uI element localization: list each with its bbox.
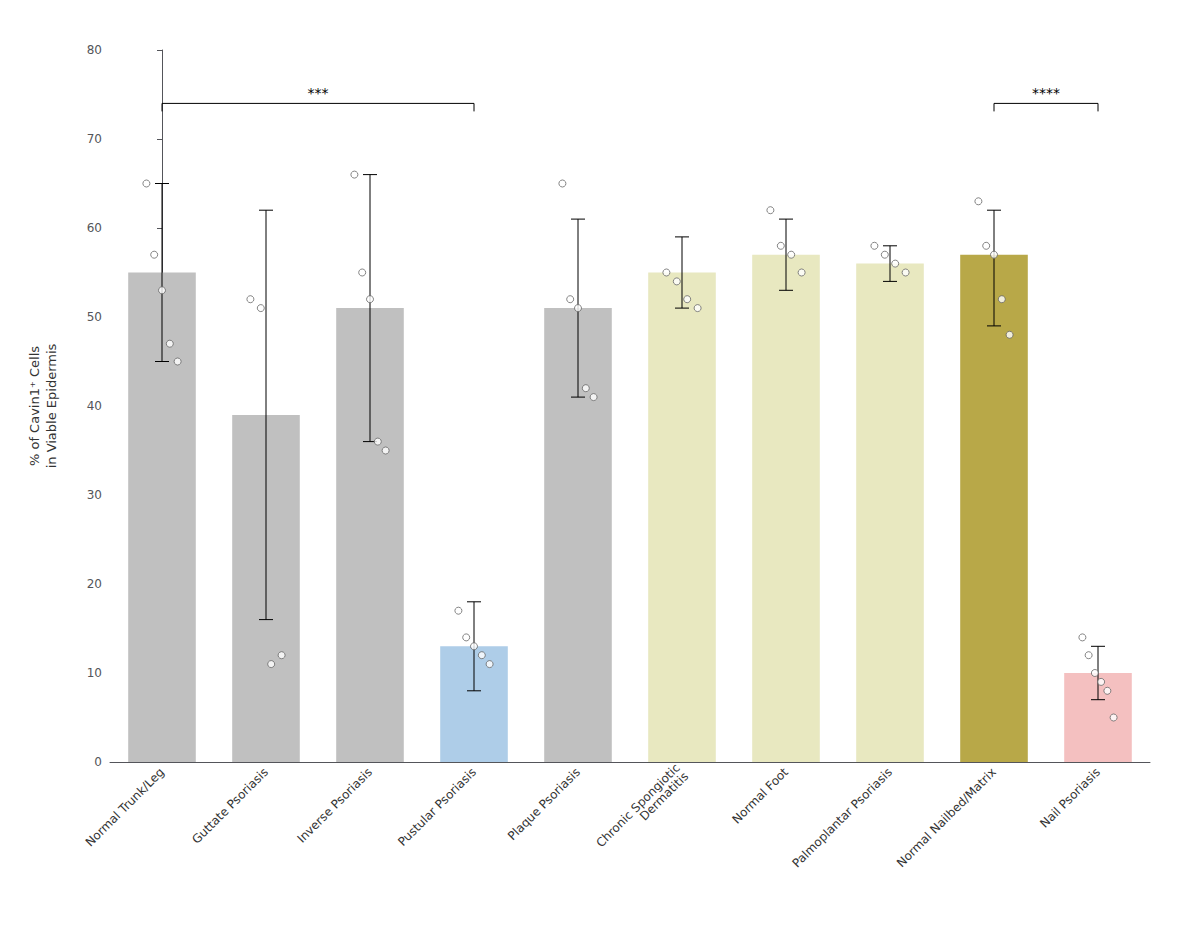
svg-text:0: 0 <box>94 755 102 769</box>
svg-text:70: 70 <box>87 132 102 146</box>
svg-text:20: 20 <box>87 577 102 591</box>
svg-text:Pustular Psoriasis: Pustular Psoriasis <box>395 765 479 849</box>
svg-text:% of Cavin1⁺ Cells: % of Cavin1⁺ Cells <box>27 346 42 466</box>
svg-text:80: 80 <box>87 43 102 57</box>
svg-text:Dermatitis: Dermatitis <box>637 769 691 823</box>
svg-text:Normal Nailbed/Matrix: Normal Nailbed/Matrix <box>894 765 999 870</box>
svg-text:in Viable Epidermis: in Viable Epidermis <box>44 343 59 468</box>
svg-text:10: 10 <box>87 666 102 680</box>
svg-text:Plaque Psoriasis: Plaque Psoriasis <box>505 765 583 843</box>
svg-text:Palmoplantar Psoriasis: Palmoplantar Psoriasis <box>790 765 895 870</box>
svg-text:Guttate Psoriasis: Guttate Psoriasis <box>189 765 271 847</box>
svg-text:40: 40 <box>87 399 102 413</box>
svg-text:30: 30 <box>87 488 102 502</box>
svg-text:Nail Psoriasis: Nail Psoriasis <box>1037 765 1103 831</box>
svg-text:****: **** <box>1032 85 1060 101</box>
svg-text:Normal Trunk/Leg: Normal Trunk/Leg <box>83 765 167 849</box>
svg-text:50: 50 <box>87 310 102 324</box>
svg-text:Normal Foot: Normal Foot <box>729 765 791 827</box>
svg-text:Chronic Spongiotic: Chronic Spongiotic <box>593 761 682 850</box>
svg-text:***: *** <box>308 85 329 101</box>
svg-text:60: 60 <box>87 221 102 235</box>
svg-text:Inverse Psoriasis: Inverse Psoriasis <box>294 765 375 846</box>
